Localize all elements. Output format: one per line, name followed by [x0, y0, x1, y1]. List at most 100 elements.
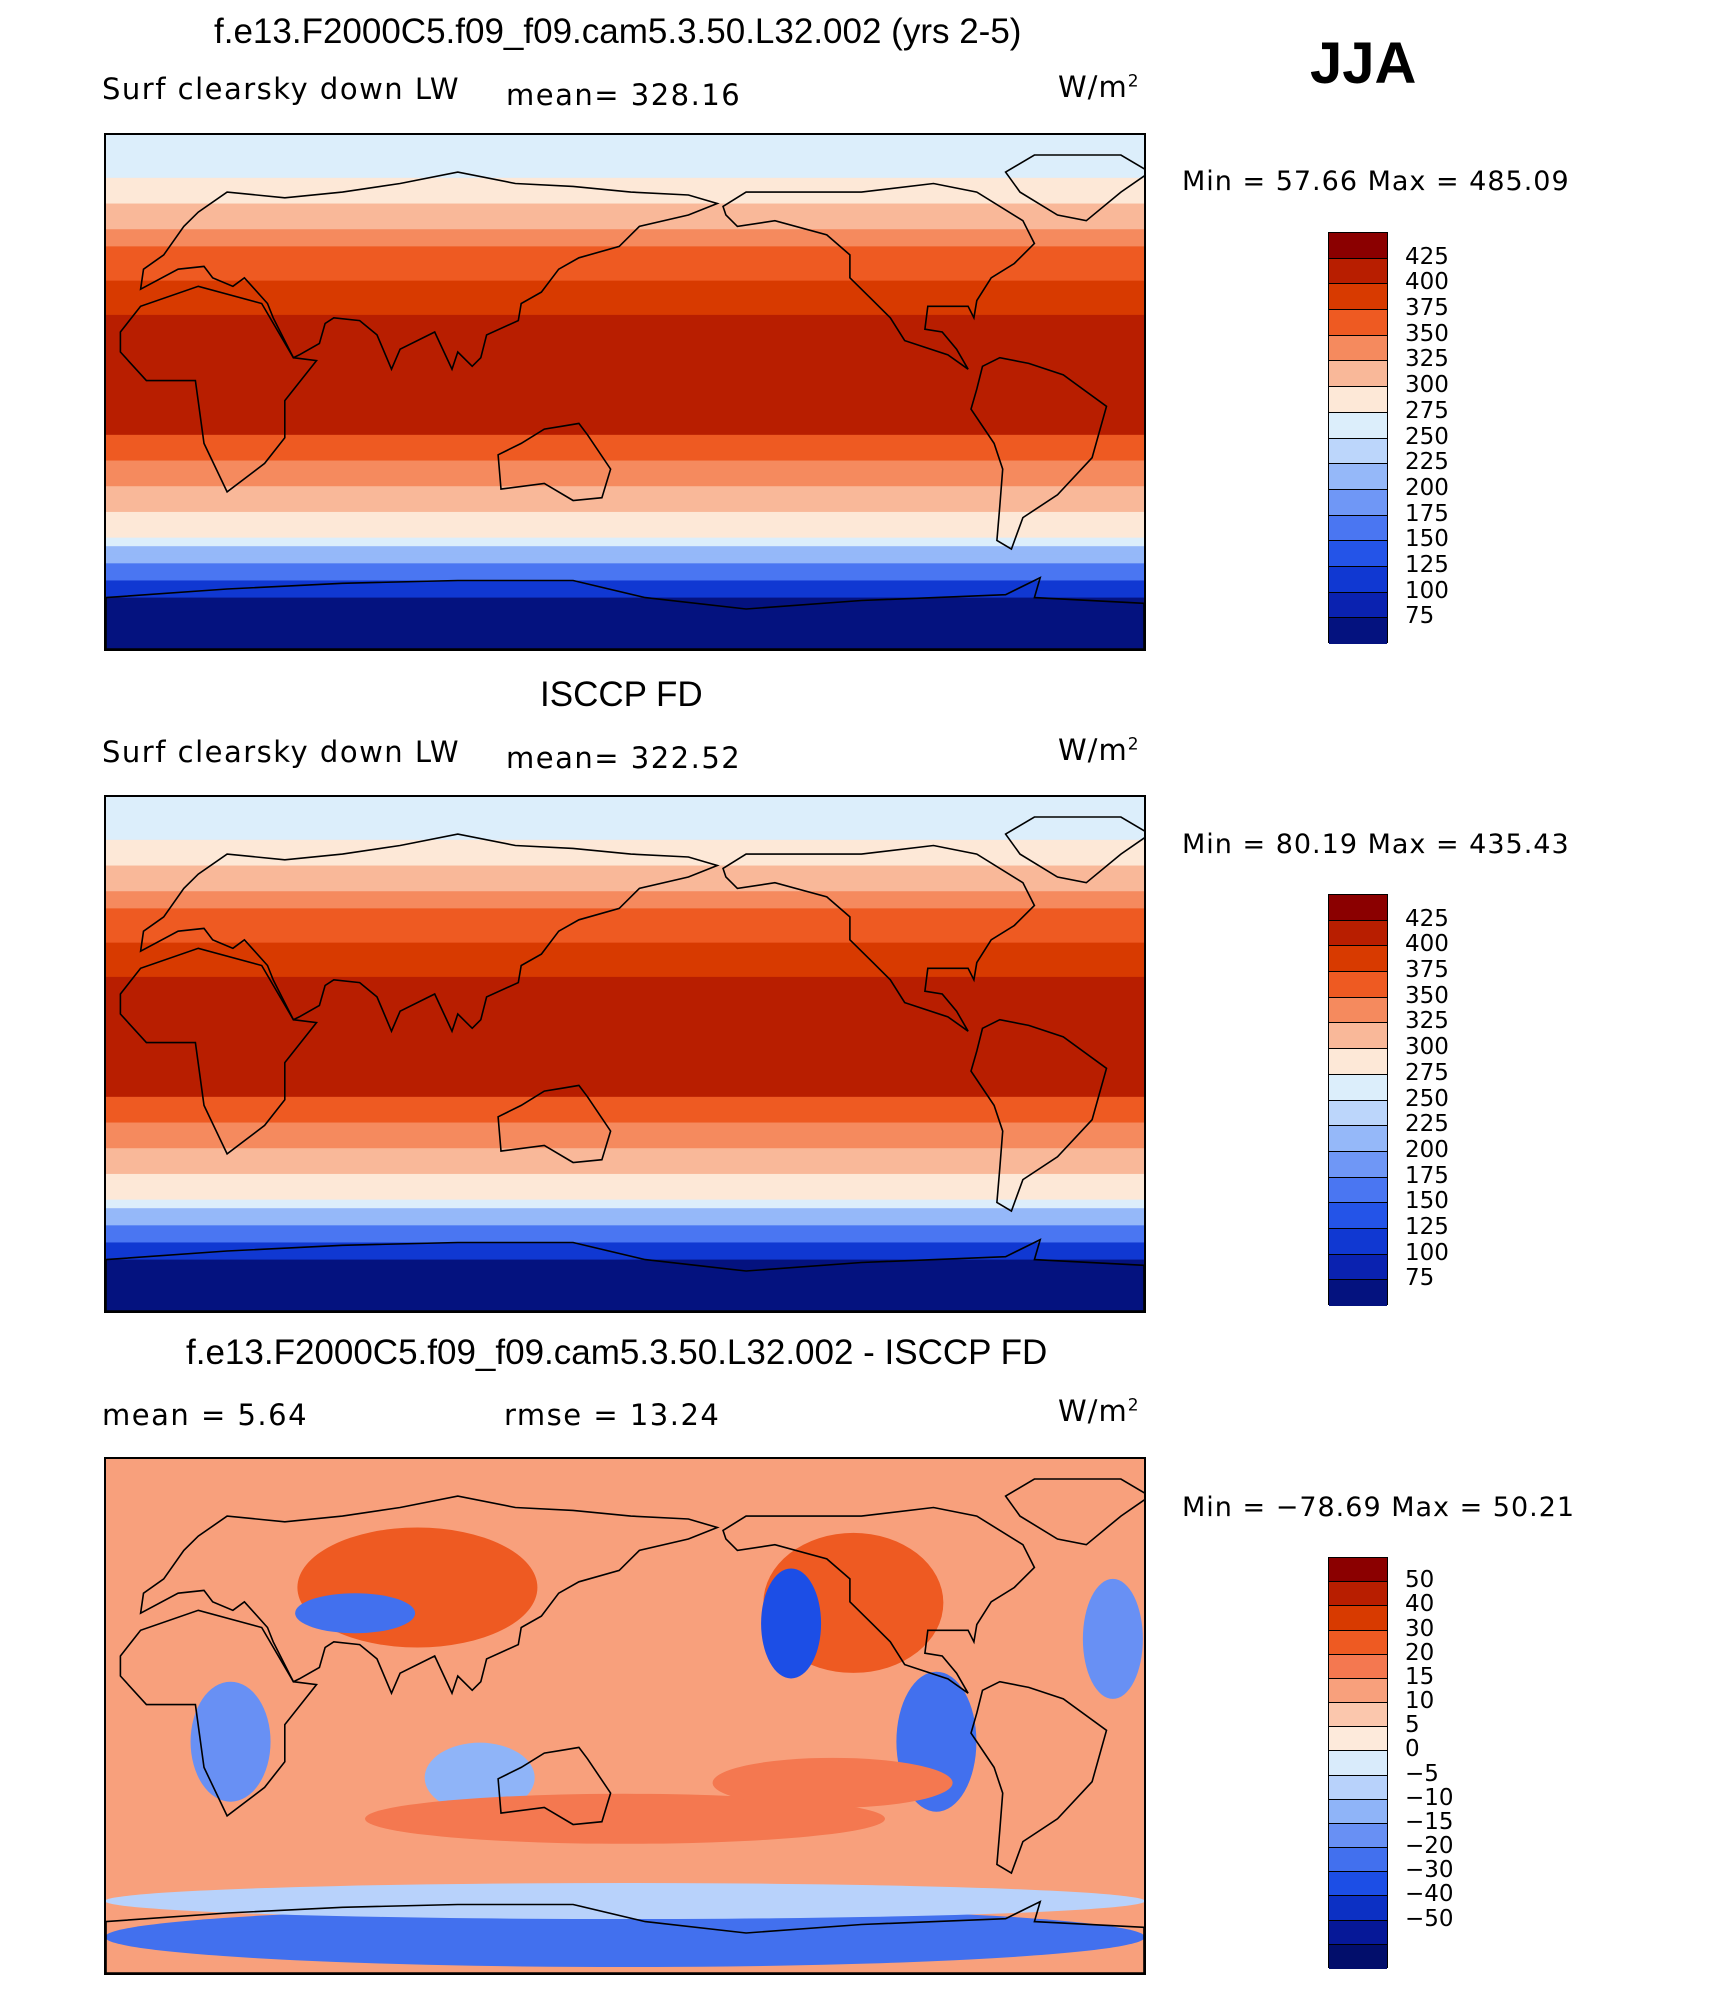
- field-band: [106, 563, 1144, 573]
- colorbar-tick-label: 425: [1405, 243, 1449, 270]
- field-anomaly: [106, 1883, 1144, 1920]
- colorbar-tick-label: 425: [1405, 905, 1449, 932]
- field-band: [106, 1113, 1144, 1124]
- field-band: [106, 169, 1144, 179]
- field-band: [106, 589, 1144, 599]
- field-band: [106, 1242, 1144, 1253]
- field-band: [106, 1208, 1144, 1218]
- colorbar-swatch: [1329, 1203, 1387, 1229]
- field-band: [106, 571, 1144, 582]
- field-band: [106, 891, 1144, 901]
- coastline: [106, 576, 1144, 649]
- panel-3-rmse-label: rmse = 13.24: [504, 1398, 721, 1432]
- colorbar-tick-label: 150: [1405, 526, 1449, 553]
- field-band: [106, 306, 1144, 316]
- field-band: [106, 1131, 1144, 1141]
- field-band: [106, 1002, 1144, 1013]
- field-band: [106, 856, 1144, 867]
- colorbar-swatch: [1329, 489, 1387, 516]
- panel-2-mean-label: mean= 322.52: [506, 741, 742, 775]
- coastline: [119, 1609, 319, 1818]
- field-band: [106, 289, 1144, 299]
- panel-2-units-sup: 2: [1127, 734, 1140, 755]
- field-band: [106, 814, 1144, 824]
- colorbar-tick-label: 325: [1405, 1008, 1449, 1035]
- field-band: [106, 409, 1144, 419]
- field-anomaly: [295, 1593, 416, 1634]
- panel-2-units: W/m2: [1058, 733, 1140, 767]
- field-band: [106, 1173, 1144, 1184]
- field-anomaly: [106, 1907, 1144, 1968]
- colorbar-swatch: [1329, 1126, 1387, 1152]
- panel-1-minmax: Min = 57.66 Max = 485.09: [1182, 166, 1570, 197]
- colorbar-swatch: [1329, 1920, 1387, 1945]
- colorbar-tick-label: 200: [1405, 1136, 1449, 1163]
- field-band: [106, 280, 1144, 291]
- map-canvas: [106, 135, 1144, 649]
- field-band: [106, 623, 1144, 633]
- map-canvas: [106, 797, 1144, 1311]
- field-band: [106, 1285, 1144, 1295]
- field-band: [106, 580, 1144, 591]
- colorbar-swatch: [1329, 310, 1387, 336]
- field-anomaly: [190, 1681, 271, 1802]
- colorbar-swatch: [1329, 1558, 1387, 1583]
- colorbar-swatch: [1329, 1582, 1387, 1607]
- field-band: [106, 503, 1144, 513]
- field-band: [106, 486, 1144, 496]
- colorbar-tick-label: 5: [1405, 1712, 1420, 1739]
- field-band: [106, 194, 1144, 205]
- colorbar-swatch: [1329, 1280, 1387, 1306]
- panel-1-colorbar: [1328, 232, 1388, 644]
- coastline: [119, 285, 319, 494]
- colorbar-swatch: [1329, 284, 1387, 311]
- colorbar-swatch: [1329, 566, 1387, 593]
- panel-1-map: [104, 133, 1146, 651]
- field-band: [106, 985, 1144, 996]
- field-band: [106, 797, 1144, 807]
- field-band: [106, 839, 1144, 850]
- coastline: [497, 1084, 612, 1164]
- colorbar-swatch: [1329, 1049, 1387, 1075]
- colorbar-swatch: [1329, 412, 1387, 439]
- field-band: [106, 434, 1144, 445]
- colorbar-tick-label: 225: [1405, 449, 1449, 476]
- panel-3-units: W/m2: [1058, 1394, 1140, 1428]
- colorbar-swatch: [1329, 361, 1387, 388]
- field-band: [106, 1225, 1144, 1235]
- colorbar-swatch: [1329, 1944, 1387, 1969]
- coastline: [139, 1495, 720, 1696]
- colorbar-tick-label: 225: [1405, 1111, 1449, 1138]
- panel-1-title: f.e13.F2000C5.f09_f09.cam5.3.50.L32.002 …: [214, 12, 1022, 51]
- field-band: [106, 976, 1144, 987]
- field-band: [106, 1156, 1144, 1167]
- colorbar-tick-label: 250: [1405, 1085, 1449, 1112]
- field-band: [106, 357, 1144, 368]
- panel-2-units-text: W/m: [1058, 733, 1128, 767]
- panel-2-colorbar: [1328, 894, 1388, 1306]
- colorbar-swatch: [1329, 387, 1387, 413]
- colorbar-swatch: [1329, 464, 1387, 490]
- field-anomaly: [424, 1742, 535, 1813]
- field-anomaly: [712, 1757, 953, 1808]
- field-band: [106, 229, 1144, 239]
- colorbar-tick-label: −40: [1405, 1881, 1454, 1908]
- colorbar-tick-label: −10: [1405, 1784, 1454, 1811]
- panel-3-map: [104, 1457, 1146, 1975]
- colorbar-tick-label: 300: [1405, 372, 1449, 399]
- field-band: [106, 916, 1144, 927]
- field-band: [106, 143, 1144, 154]
- field-band: [106, 297, 1144, 308]
- panel-1-variable-label: Surf clearsky down LW: [102, 72, 461, 106]
- coastline: [106, 1900, 1144, 1973]
- field-band: [106, 494, 1144, 505]
- field-band: [106, 160, 1144, 171]
- colorbar-swatch: [1329, 618, 1387, 644]
- field-band: [106, 1036, 1144, 1047]
- field-band: [106, 1293, 1144, 1304]
- coastline: [722, 1506, 1036, 1694]
- coastline: [139, 171, 720, 372]
- field-band: [106, 934, 1144, 944]
- field-band: [106, 237, 1144, 248]
- colorbar-swatch: [1329, 1074, 1387, 1101]
